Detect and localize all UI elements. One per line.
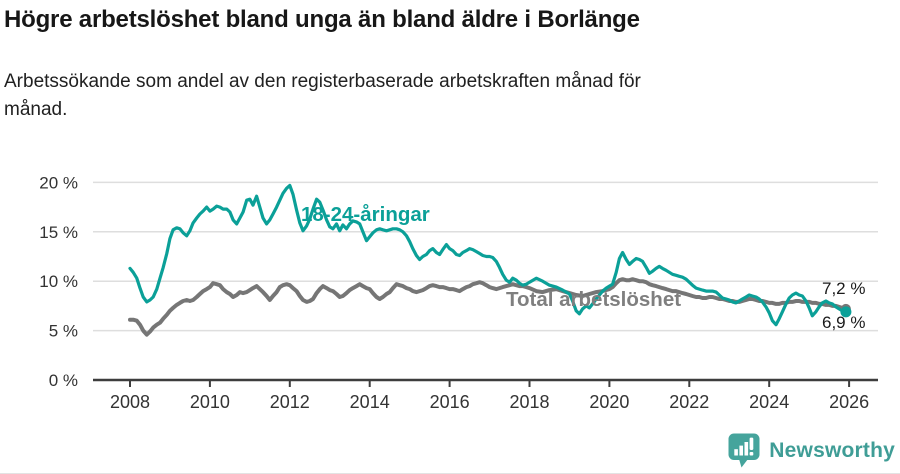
total-series-label: Total arbetslöshet — [506, 288, 681, 311]
chart-subtitle: Arbetssökande som andel av den registerb… — [4, 68, 844, 124]
data-series — [128, 183, 852, 337]
y-tick-label: 0 % — [49, 371, 78, 390]
page-title: Högre arbetslöshet bland unga än bland ä… — [4, 6, 640, 33]
x-tick-label: 2022 — [669, 392, 709, 412]
x-tick-label: 2012 — [270, 392, 310, 412]
chart-labels: Total arbetslöshet 7,2 % 18-24-åringar 6,9 … — [301, 203, 865, 332]
y-tick-label: 10 % — [39, 272, 78, 291]
y-tick-label: 20 % — [39, 173, 78, 192]
x-tick-label: 2024 — [749, 392, 789, 412]
total-line — [128, 277, 848, 337]
x-tick-label: 2016 — [430, 392, 470, 412]
newsworthy-logo-icon — [728, 433, 760, 468]
youth-line — [128, 183, 848, 327]
youth-series-label: 18-24-åringar — [301, 203, 430, 226]
youth-end-value-label: 6,9 % — [822, 313, 865, 332]
y-tick-label: 5 % — [49, 322, 78, 341]
newsworthy-logo-text: Newsworthy — [769, 438, 895, 462]
total-end-value-label: 7,2 % — [822, 279, 865, 298]
x-tick-label: 2010 — [190, 392, 230, 412]
chart-subtitle-line-2: månad. — [4, 99, 68, 120]
x-tick-label: 2018 — [509, 392, 549, 412]
newsworthy-logo: Newsworthy — [728, 433, 895, 468]
x-tick-label: 2020 — [589, 392, 629, 412]
x-tick-label: 2008 — [110, 392, 150, 412]
youth-end-dot — [840, 306, 852, 318]
y-tick-label: 15 % — [39, 223, 78, 242]
gridlines — [93, 181, 878, 332]
x-tick-label: 2014 — [350, 392, 390, 412]
chart-subtitle-line-1: Arbetssökande som andel av den registerb… — [4, 71, 641, 92]
axes: 0 % 5 % 10 % 15 % 20 % 2008 2010 2012 2014 2016 20… — [39, 173, 878, 412]
x-tick-label: 2026 — [829, 392, 869, 412]
